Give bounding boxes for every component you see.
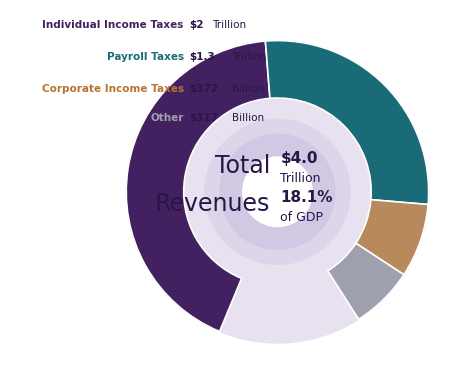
Text: $372: $372	[190, 84, 219, 94]
Circle shape	[242, 157, 312, 227]
Text: Billion: Billion	[232, 113, 264, 123]
Text: of GDP: of GDP	[281, 211, 323, 224]
Text: Individual Income Taxes: Individual Income Taxes	[42, 20, 184, 30]
Text: 18.1%: 18.1%	[281, 190, 333, 205]
Wedge shape	[328, 243, 404, 319]
Text: $2: $2	[190, 20, 204, 30]
Text: Corporate Income Taxes: Corporate Income Taxes	[42, 84, 184, 94]
Circle shape	[205, 119, 350, 264]
Text: Trillion: Trillion	[232, 52, 266, 62]
Wedge shape	[356, 200, 428, 275]
Circle shape	[126, 41, 429, 343]
Wedge shape	[126, 41, 270, 332]
Circle shape	[220, 134, 335, 249]
Text: Billion: Billion	[232, 84, 264, 94]
Wedge shape	[265, 41, 429, 205]
Circle shape	[193, 107, 362, 276]
Text: $4.0: $4.0	[281, 151, 318, 166]
Text: Other: Other	[150, 113, 184, 123]
Text: $1.3: $1.3	[190, 52, 216, 62]
Text: Total: Total	[215, 154, 270, 178]
Text: Payroll Taxes: Payroll Taxes	[106, 52, 184, 62]
Text: $317: $317	[190, 113, 219, 123]
Text: Trillion: Trillion	[281, 172, 321, 185]
Text: Revenues: Revenues	[154, 192, 270, 216]
Text: Trillion: Trillion	[212, 20, 247, 30]
